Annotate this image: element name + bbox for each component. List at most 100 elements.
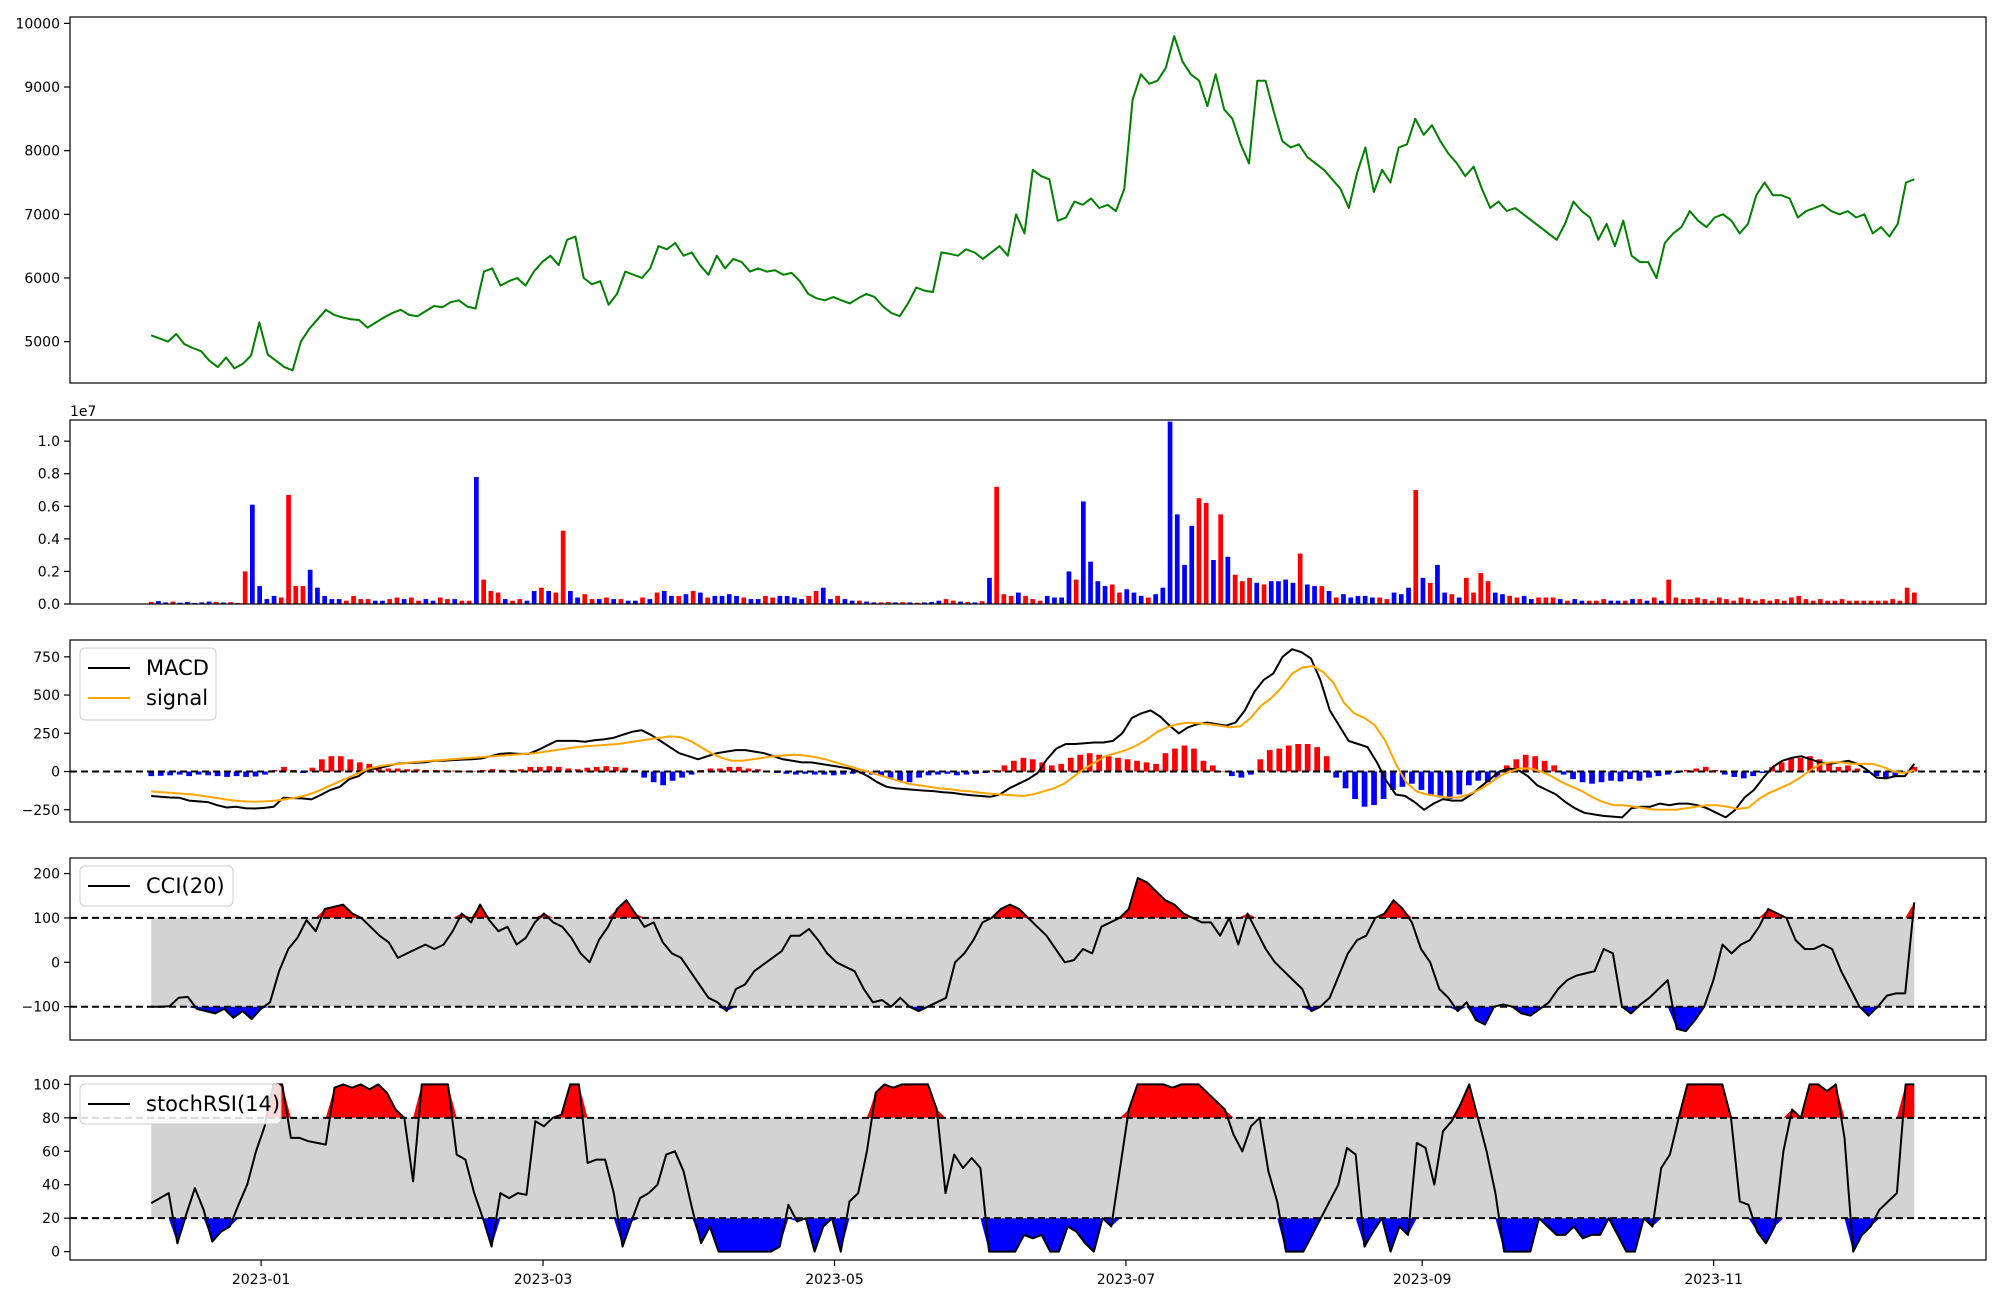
macd-histogram-bar: [1466, 771, 1472, 786]
macd-histogram-bar: [726, 766, 733, 772]
volume-bar: [618, 599, 624, 604]
volume-bar: [1622, 600, 1628, 604]
volume-bar: [1406, 587, 1411, 604]
macd-histogram-bar: [1124, 759, 1131, 772]
macd-histogram-bar: [1153, 763, 1159, 772]
volume-bar: [524, 600, 530, 604]
volume-bar: [1341, 594, 1346, 604]
macd-histogram-bar: [1636, 771, 1643, 781]
macd-histogram-bar: [1428, 771, 1434, 795]
macd-histogram-bar: [1684, 770, 1690, 772]
macd-histogram-bar: [1342, 771, 1349, 789]
volume-bar: [1362, 595, 1368, 604]
volume-bar: [1688, 599, 1693, 604]
macd-y-tick-label: 750: [33, 650, 60, 666]
volume-bar: [185, 602, 190, 604]
macd-histogram-bar: [1598, 771, 1605, 783]
price-y-tick-label: 10000: [15, 16, 60, 32]
macd-histogram-bar: [1011, 760, 1017, 772]
macd-histogram-bar: [574, 769, 581, 772]
macd-histogram-bar: [537, 766, 543, 772]
volume-bar: [387, 599, 392, 604]
x-axis-ticks: 2023-01 2023-03 2023-05 2023-07 2023-09 2023-…: [232, 1260, 1743, 1288]
volume-bar: [1088, 561, 1093, 604]
volume-bar: [972, 602, 978, 604]
macd-histogram-bar: [518, 769, 524, 772]
macd-histogram-bar: [1314, 747, 1320, 772]
x-tick-label: 2023-01: [232, 1272, 291, 1288]
cci-y-ticks: −100 0 100 200: [22, 867, 70, 1016]
volume-bar: [372, 600, 378, 604]
volume-bar: [1211, 560, 1216, 604]
macd-histogram-bar: [1608, 771, 1614, 781]
volume-y-tick-label: 0.2: [38, 564, 60, 580]
volume-bar: [1471, 592, 1476, 604]
volume-bar: [611, 599, 616, 604]
macd-histogram-bar: [1276, 748, 1283, 772]
volume-bar: [1521, 595, 1527, 604]
macd-histogram-bar: [1200, 760, 1207, 772]
volume-bar: [488, 591, 494, 604]
volume-bar: [568, 591, 573, 604]
cci-y-tick-label: 100: [33, 911, 60, 927]
macd-histogram-bar: [214, 771, 221, 777]
macd-histogram-bar: [736, 766, 742, 772]
volume-bar: [1514, 597, 1520, 604]
volume-bar: [922, 602, 927, 604]
macd-histogram-bar: [1181, 745, 1188, 772]
volume-bar: [1435, 564, 1440, 604]
volume-bar: [1160, 587, 1166, 604]
macd-histogram-bar: [1096, 754, 1102, 772]
volume-bar: [286, 494, 291, 604]
macd-histogram-bar: [916, 771, 922, 778]
macd-histogram-bar: [1655, 771, 1662, 777]
stochrsi-y-tick-label: 100: [33, 1077, 60, 1093]
volume-bar: [1478, 573, 1484, 604]
volume-bar: [221, 602, 226, 604]
macd-histogram-bar: [688, 771, 695, 775]
volume-bar: [1464, 577, 1469, 604]
macd-histogram-bar: [1456, 771, 1463, 795]
volume-bar: [1456, 597, 1462, 604]
volume-bar: [1189, 525, 1195, 604]
macd-histogram-bar: [745, 768, 752, 772]
macd-histogram-bar: [1797, 757, 1804, 772]
macd-histogram-bar: [1086, 753, 1093, 772]
price-y-tick-label: 6000: [24, 271, 60, 287]
volume-bar: [1312, 586, 1317, 604]
stochrsi-y-tick-label: 60: [42, 1144, 60, 1160]
volume-bar: [1413, 490, 1419, 604]
macd-histogram-bar: [1447, 771, 1453, 799]
volume-bar: [1601, 599, 1606, 604]
volume-bar: [1081, 501, 1086, 604]
volume-bar: [1442, 592, 1447, 604]
stochrsi-y-tick-label: 40: [42, 1178, 60, 1194]
volume-bar: [322, 595, 327, 604]
volume-bar: [1608, 600, 1614, 604]
macd-histogram-bar: [821, 771, 828, 775]
macd-histogram-bar: [262, 771, 268, 775]
volume-bar: [1615, 600, 1621, 604]
macd-histogram-bar: [603, 766, 610, 772]
macd-histogram-bar: [878, 771, 884, 777]
volume-bar: [582, 594, 588, 604]
volume-bar: [958, 601, 963, 604]
macd-histogram-bar: [243, 771, 249, 777]
volume-bar: [1420, 577, 1426, 604]
volume-y-tick-label: 0.6: [38, 499, 60, 515]
volume-bar: [647, 599, 653, 604]
macd-histogram-bar: [1570, 771, 1576, 780]
macd-histogram-bar: [1826, 763, 1832, 772]
volume-bar: [539, 587, 544, 604]
macd-histogram-bar: [954, 771, 960, 776]
volume-bar: [1702, 599, 1708, 604]
macd-histogram-bar: [1892, 771, 1899, 777]
macd-histogram-bar: [1143, 762, 1150, 772]
volume-bar: [1073, 579, 1079, 604]
volume-bar: [698, 592, 703, 604]
macd-histogram-bar: [802, 771, 809, 774]
volume-bar: [1203, 503, 1209, 604]
volume-bar: [1016, 592, 1021, 604]
macd-histogram-bar: [157, 771, 164, 776]
macd-histogram-bar: [612, 766, 619, 772]
